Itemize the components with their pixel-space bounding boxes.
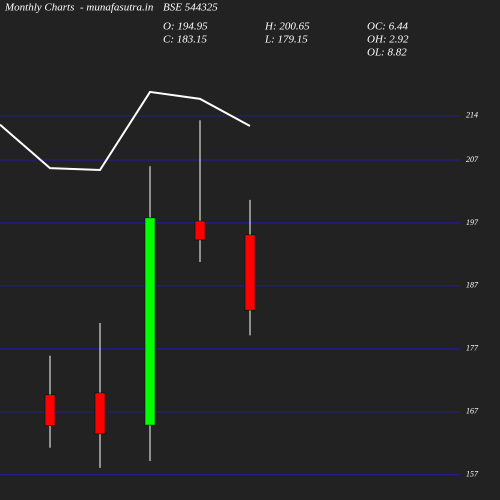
oh-label: OH: 2.92 <box>367 34 409 46</box>
y-tick-label: 197 <box>466 218 479 227</box>
average-line <box>0 90 251 172</box>
close-label: C: 183.15 <box>163 34 208 46</box>
site-title: Monthly Charts <box>4 2 74 14</box>
symbol: BSE 544325 <box>163 2 218 14</box>
high-label: H: 200.65 <box>264 21 310 33</box>
y-tick-label: 214 <box>466 111 478 120</box>
oc-label: OC: 6.44 <box>367 21 408 33</box>
low-label: L: 179.15 <box>264 34 308 46</box>
source: - munafasutra.in <box>80 2 154 14</box>
y-tick-label: 207 <box>466 155 479 164</box>
candle-body <box>194 220 206 241</box>
open-label: O: 194.95 <box>163 21 208 33</box>
y-tick-label: 187 <box>466 281 479 290</box>
candle-body <box>144 217 156 426</box>
ol-label: OL: 8.82 <box>367 47 407 59</box>
y-tick-label: 177 <box>466 344 479 353</box>
y-tick-label: 167 <box>466 407 479 416</box>
candle-body <box>244 234 256 311</box>
candle-body <box>94 392 106 435</box>
y-tick-label: 157 <box>466 470 479 479</box>
candle-body <box>44 394 56 426</box>
